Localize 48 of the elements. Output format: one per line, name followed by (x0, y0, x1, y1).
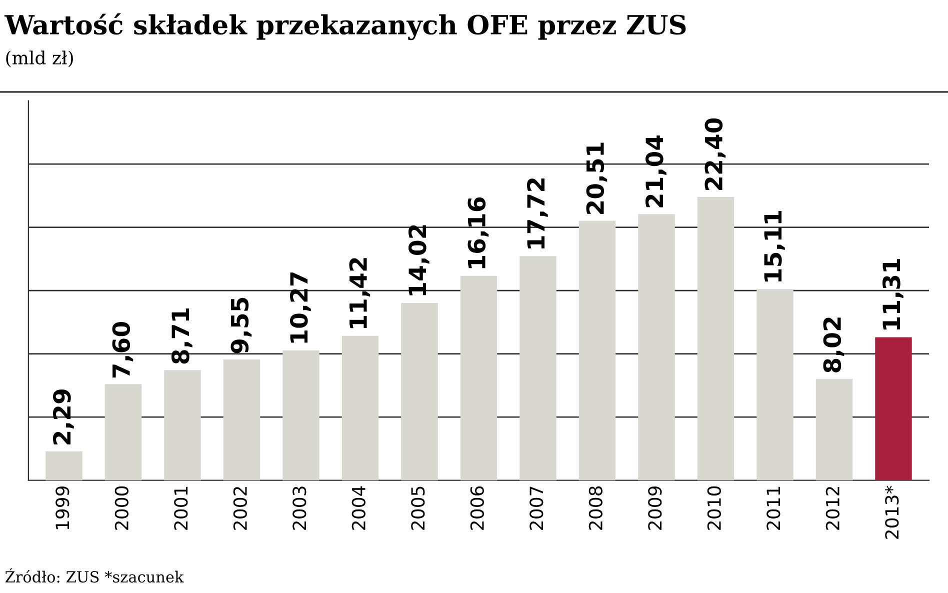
x-tick-label: 2005 (411, 486, 425, 530)
x-tick-label: 2002 (233, 487, 247, 530)
data-label: 2,29 (52, 390, 74, 444)
x-tick-label: 1999 (56, 486, 70, 530)
x-tick-label: 2007 (530, 486, 544, 530)
bar (697, 196, 734, 480)
data-label: 17,72 (526, 178, 548, 248)
bar (460, 276, 498, 480)
x-tick-label: 2001 (174, 486, 188, 530)
bar (638, 214, 675, 480)
data-label: 11,42 (349, 258, 370, 328)
bar (401, 302, 438, 480)
bar (164, 370, 201, 480)
x-tick-label: 2011 (766, 486, 780, 530)
x-tick-label: 2003 (292, 486, 306, 530)
x-tick-label: 2008 (588, 486, 602, 530)
bar (875, 337, 912, 480)
data-label: 8,71 (171, 308, 192, 364)
bar (342, 336, 379, 480)
data-label: 16,16 (468, 197, 489, 268)
data-label: 7,60 (112, 322, 134, 378)
bar (46, 451, 82, 480)
chart-subtitle: (mld zł) (6, 50, 73, 68)
data-label: 9,55 (230, 298, 252, 354)
bar (578, 220, 616, 480)
bar (223, 360, 260, 480)
bar (282, 350, 320, 480)
data-label: 22,40 (704, 118, 726, 190)
data-label: 21,04 (645, 136, 666, 208)
x-tick-label: 2004 (352, 486, 366, 530)
text: Źródło: ZUS *szacunek (5, 568, 184, 583)
x-tick-label: 2006 (470, 486, 484, 530)
data-label: 20,51 (586, 142, 608, 214)
data-label: 15,11 (764, 211, 785, 282)
bar (756, 289, 794, 480)
x-tick-label: 2000 (114, 486, 128, 530)
bar (520, 256, 556, 480)
data-label: 10,27 (290, 272, 311, 343)
bar (816, 378, 853, 480)
data-label: 11,31 (882, 259, 904, 330)
x-tick-label: 2009 (648, 486, 662, 530)
x-tick-label: 2012 (826, 487, 840, 530)
data-label: 14,02 (408, 225, 430, 296)
bar (104, 384, 142, 480)
chart-title: Wartość składek przekazanych OFE przez ZUS (4, 13, 686, 40)
x-tick-label: 2010 (707, 486, 721, 530)
x-tick-label: 2013* (885, 486, 899, 539)
data-label: 8,02 (823, 318, 844, 372)
